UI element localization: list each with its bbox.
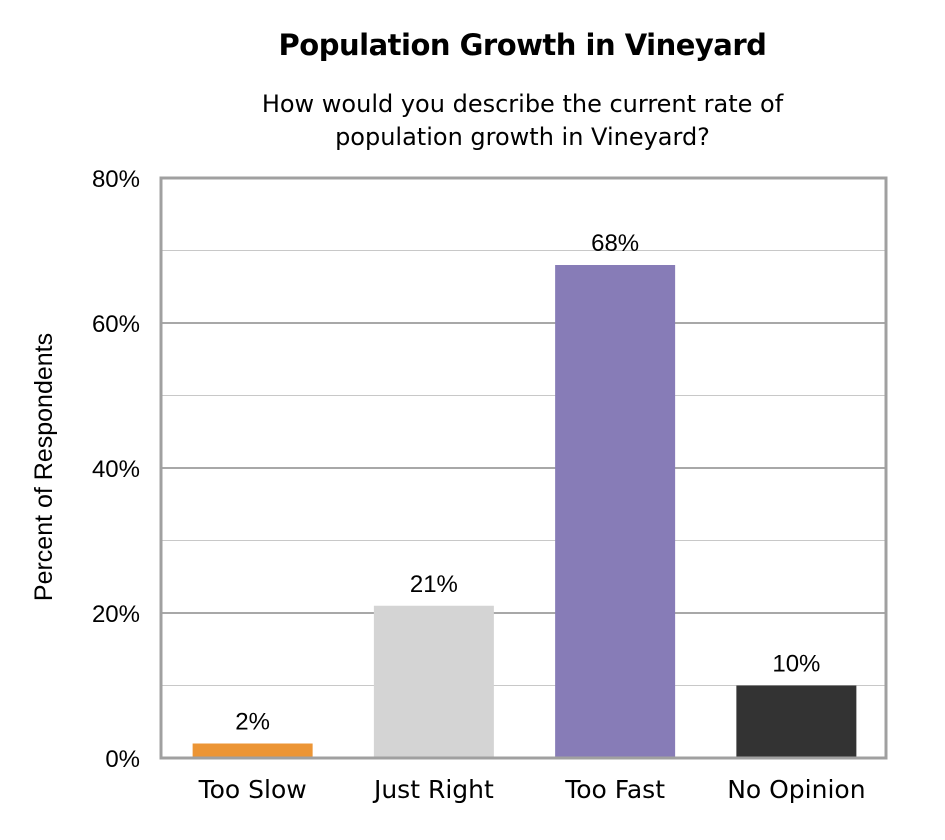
y-tick-label: 40% xyxy=(92,456,140,483)
data-label: 10% xyxy=(772,651,820,678)
labels: 0% 20% 40% 60% 80% 2% Too Slow 21% Just Right 68%… xyxy=(92,166,866,804)
data-label: 68% xyxy=(591,230,639,257)
bars xyxy=(192,265,857,757)
data-label: 2% xyxy=(235,709,270,736)
y-tick-label: 0% xyxy=(105,746,140,773)
bar-just-right xyxy=(373,605,494,757)
y-tick-label: 20% xyxy=(92,601,140,628)
y-tick-label: 80% xyxy=(92,166,140,193)
bar-no-opinion xyxy=(736,685,857,757)
bar-too-fast xyxy=(555,265,676,757)
chart-title: Population Growth in Vineyard xyxy=(278,28,767,62)
y-axis-label: Percent of Respondents xyxy=(30,333,58,601)
chart-subtitle: How would you describe the current rate … xyxy=(0,88,945,154)
plot-frame xyxy=(159,176,888,760)
gridlines xyxy=(161,250,886,686)
x-tick-label: No Opinion xyxy=(727,775,865,804)
x-tick-label: Just Right xyxy=(372,775,494,804)
bar-too-slow xyxy=(192,743,313,757)
y-tick-label: 60% xyxy=(92,311,140,338)
x-tick-label: Too Slow xyxy=(198,775,307,804)
subtitle-line-2: population growth in Vineyard? xyxy=(335,123,710,151)
subtitle-line-1: How would you describe the current rate … xyxy=(261,90,784,118)
data-label: 21% xyxy=(410,571,458,598)
x-tick-label: Too Fast xyxy=(564,775,665,804)
